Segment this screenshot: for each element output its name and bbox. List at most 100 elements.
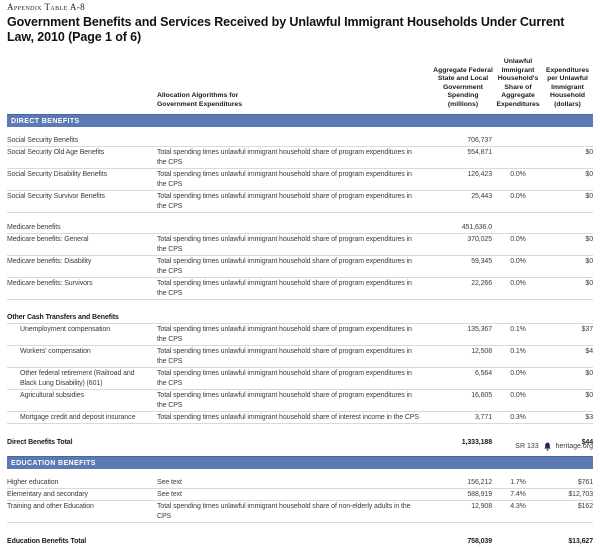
row-per-household: $0 <box>585 391 593 399</box>
row-per-household: $12,703 <box>568 490 593 498</box>
table-row: Medicare benefits: Survivors Total spendi… <box>7 278 593 300</box>
row-label: Unemployment compensation <box>20 325 111 333</box>
table-row: Other federal retirement (Railroad and B… <box>7 368 593 390</box>
row-share: 0.0% <box>510 170 526 178</box>
heritage-bell-icon <box>543 442 552 451</box>
row-label: Other Cash Transfers and Benefits <box>7 313 119 321</box>
row-algorithm: Total spending times unlawful immigrant … <box>157 369 412 387</box>
row-label: Social Security Benefits <box>7 136 79 144</box>
table-section: DIRECT BENEFITS Social Security Benefits 7… <box>7 113 593 448</box>
table-row: Higher education See text 156,212 1.7% $761 <box>7 477 593 489</box>
table-row: Mortgage credit and deposit insurance Tot… <box>7 412 593 424</box>
row-per-household: $0 <box>585 369 593 377</box>
table-row: Training and other Education Total spendi… <box>7 501 593 523</box>
table-row: Elementary and secondary See text 588,919 7… <box>7 489 593 501</box>
table-eyebrow: Appendix Table A-8 <box>7 2 86 12</box>
row-aggregate-spending: 370,025 <box>467 235 492 243</box>
row-algorithm: Total spending times unlawful immigrant … <box>157 257 412 275</box>
row-label: Medicare benefits: Survivors <box>7 279 93 287</box>
row-share: 0.3% <box>510 413 526 421</box>
row-aggregate-spending: 126,423 <box>467 170 492 178</box>
table-row: Unemployment compensation Total spending … <box>7 324 593 346</box>
footer: SR 133 heritage.org <box>515 442 593 451</box>
row-share: 0.0% <box>510 391 526 399</box>
row-label: Other federal retirement (Railroad and B… <box>20 369 135 387</box>
row-per-household: $0 <box>585 257 593 265</box>
table-row: Social Security Disability Benefits Total… <box>7 169 593 191</box>
row-share: 0.0% <box>510 369 526 377</box>
row-group: Medicare benefits 451,636.0 Medicare benef… <box>7 222 593 300</box>
total-per-household: $44 <box>581 438 593 446</box>
footer-site-link[interactable]: heritage.org <box>555 443 593 450</box>
row-aggregate-spending: 451,636.0 <box>461 223 492 231</box>
total-label: Direct Benefits Total <box>7 438 73 446</box>
row-per-household: $761 <box>577 478 593 486</box>
row-algorithm: See text <box>157 490 182 498</box>
row-per-household: $0 <box>585 170 593 178</box>
row-share: 0.0% <box>510 279 526 287</box>
row-aggregate-spending: 588,919 <box>467 490 492 498</box>
table-row: Social Security Old Age Benefits Total sp… <box>7 147 593 169</box>
row-share: 0.0% <box>510 257 526 265</box>
row-label: Training and other Education <box>7 502 94 510</box>
row-aggregate-spending: 554,871 <box>467 148 492 156</box>
row-algorithm: Total spending times unlawful immigrant … <box>157 192 412 210</box>
appendix-table-page: Appendix Table A-8 Government Benefits a… <box>7 2 593 545</box>
table-row: Other Cash Transfers and Benefits <box>7 312 593 324</box>
table-row: Medicare benefits: Disability Total spend… <box>7 256 593 278</box>
row-share: 7.4% <box>510 490 526 498</box>
report-id: SR 133 <box>515 443 539 450</box>
row-algorithm: Total spending times unlawful immigrant … <box>157 413 419 421</box>
section-total-row: Education Benefits Total 758,039 $13,627 <box>7 536 593 547</box>
row-algorithm: See text <box>157 478 182 486</box>
row-label: Higher education <box>7 478 59 486</box>
row-label: Social Security Disability Benefits <box>7 170 107 178</box>
row-aggregate-spending: 22,266 <box>471 279 492 287</box>
row-aggregate-spending: 135,367 <box>467 325 492 333</box>
column-header-per-household: Expenditures per Unlawful Immigrant Hous… <box>545 66 590 108</box>
row-group: Social Security Benefits 706,737 Social Se… <box>7 135 593 213</box>
column-header-aggregate-spending: Aggregate Federal State and Local Govern… <box>433 66 493 108</box>
row-label: Workers' compensation <box>20 347 91 355</box>
row-per-household: $37 <box>581 325 593 333</box>
row-aggregate-spending: 6,564 <box>474 369 492 377</box>
table-row: Social Security Benefits 706,737 <box>7 135 593 147</box>
row-share: 4.3% <box>510 502 526 510</box>
row-group: Other Cash Transfers and Benefits Unemplo… <box>7 312 593 424</box>
table-section: EDUCATION BENEFITS Higher education See te… <box>7 455 593 547</box>
column-header-share: Unlawful Immigrant Household's Share of … <box>496 58 540 108</box>
row-algorithm: Total spending times unlawful immigrant … <box>157 391 412 409</box>
row-label: Social Security Survivor Benefits <box>7 192 105 200</box>
row-aggregate-spending: 706,737 <box>467 136 492 144</box>
row-aggregate-spending: 156,212 <box>467 478 492 486</box>
row-group: Higher education See text 156,212 1.7% $761 E… <box>7 477 593 523</box>
row-per-household: $162 <box>577 502 593 510</box>
table-row: Social Security Survivor Benefits Total s… <box>7 191 593 213</box>
row-per-household: $0 <box>585 148 593 156</box>
row-label: Social Security Old Age Benefits <box>7 148 105 156</box>
table-row: Agricultural subsidies Total spending tim… <box>7 390 593 412</box>
row-algorithm: Total spending times unlawful immigrant … <box>157 347 412 365</box>
column-header-algorithm: Allocation Algorithms for Government Exp… <box>157 92 242 108</box>
row-label: Medicare benefits: General <box>7 235 89 243</box>
section-header-band: DIRECT BENEFITS <box>7 113 593 127</box>
row-per-household: $4 <box>585 347 593 355</box>
row-aggregate-spending: 16,605 <box>471 391 492 399</box>
row-aggregate-spending: 25,443 <box>471 192 492 200</box>
row-algorithm: Total spending times unlawful immigrant … <box>157 279 412 297</box>
row-per-household: $3 <box>585 413 593 421</box>
row-label: Medicare benefits: Disability <box>7 257 92 265</box>
row-per-household: $0 <box>585 192 593 200</box>
page-title: Government Benefits and Services Receive… <box>7 15 565 44</box>
row-aggregate-spending: 12,508 <box>471 347 492 355</box>
row-algorithm: Total spending times unlawful immigrant … <box>157 235 412 253</box>
row-share: 0.0% <box>510 192 526 200</box>
row-aggregate-spending: 3,771 <box>474 413 492 421</box>
section-total-row: Direct Benefits Total 1,333,188 $44 <box>7 437 593 448</box>
total-label: Education Benefits Total <box>7 537 87 545</box>
total-share <box>494 537 542 547</box>
row-share: 0.1% <box>510 347 526 355</box>
total-algorithm <box>157 537 432 547</box>
row-label: Agricultural subsidies <box>20 391 84 399</box>
row-aggregate-spending: 12,908 <box>471 502 492 510</box>
